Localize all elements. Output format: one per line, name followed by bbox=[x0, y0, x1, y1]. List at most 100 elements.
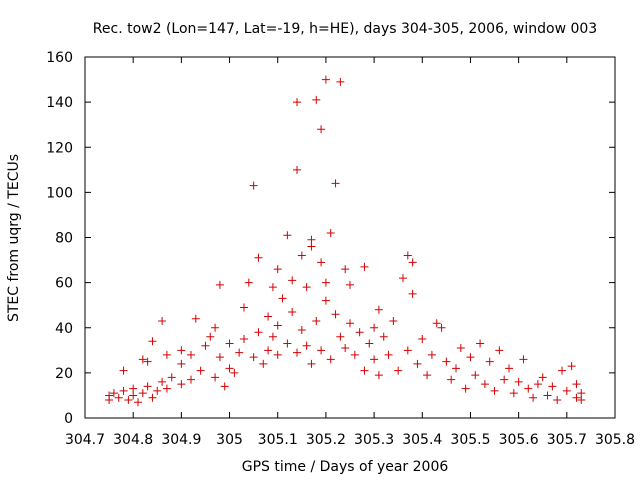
data-point bbox=[374, 371, 383, 380]
y-tick-label: 120 bbox=[46, 140, 73, 156]
data-point bbox=[240, 335, 248, 344]
data-point bbox=[273, 321, 282, 330]
data-point bbox=[370, 355, 379, 364]
data-point bbox=[538, 373, 547, 382]
data-point bbox=[288, 276, 297, 285]
data-point bbox=[360, 366, 369, 375]
data-point bbox=[341, 265, 350, 274]
data-point bbox=[302, 341, 311, 350]
data-point bbox=[403, 346, 412, 355]
data-point bbox=[129, 391, 138, 400]
data-point bbox=[500, 375, 509, 384]
data-point bbox=[162, 384, 171, 393]
data-point bbox=[562, 386, 571, 395]
x-tick-label: 304.8 bbox=[113, 432, 153, 448]
data-point bbox=[321, 75, 330, 84]
data-point bbox=[230, 368, 239, 377]
data-point bbox=[312, 316, 321, 325]
y-tick-label: 160 bbox=[46, 50, 73, 66]
data-point bbox=[471, 371, 480, 380]
y-tick-label: 40 bbox=[55, 321, 73, 337]
data-point bbox=[187, 375, 195, 384]
data-point bbox=[148, 337, 157, 346]
data-point bbox=[215, 280, 224, 289]
data-point bbox=[321, 296, 330, 305]
data-point bbox=[196, 366, 205, 375]
data-point bbox=[249, 181, 258, 190]
data-point bbox=[577, 395, 586, 404]
data-point bbox=[490, 386, 499, 395]
data-point bbox=[211, 373, 220, 382]
data-point bbox=[442, 357, 451, 366]
data-point bbox=[572, 393, 581, 402]
data-point bbox=[326, 355, 335, 364]
data-point bbox=[124, 395, 133, 404]
data-point bbox=[485, 357, 494, 366]
data-point bbox=[461, 384, 470, 393]
data-point bbox=[476, 339, 485, 348]
data-point bbox=[264, 312, 273, 321]
data-point bbox=[384, 350, 393, 359]
data-point bbox=[447, 375, 456, 384]
data-point bbox=[466, 353, 475, 362]
data-point bbox=[167, 373, 176, 382]
data-point bbox=[307, 242, 316, 251]
data-points bbox=[105, 75, 586, 407]
data-point bbox=[437, 323, 446, 332]
y-tick-label: 100 bbox=[46, 185, 73, 201]
data-point bbox=[307, 235, 316, 244]
data-point bbox=[297, 251, 306, 260]
data-point bbox=[273, 265, 282, 274]
data-point bbox=[374, 305, 383, 314]
data-point bbox=[326, 228, 335, 237]
data-point bbox=[423, 371, 432, 380]
data-point bbox=[413, 359, 422, 368]
data-point bbox=[114, 393, 123, 402]
data-point bbox=[143, 382, 152, 391]
data-point bbox=[505, 364, 513, 373]
data-point bbox=[432, 319, 441, 328]
data-point bbox=[533, 380, 542, 389]
data-point bbox=[321, 278, 330, 287]
data-point bbox=[312, 95, 321, 104]
data-point bbox=[177, 359, 186, 368]
data-point bbox=[399, 274, 407, 283]
data-point bbox=[408, 258, 417, 267]
data-point bbox=[225, 364, 234, 373]
data-point bbox=[456, 344, 465, 353]
data-point bbox=[389, 316, 398, 325]
x-tick-label: 305.1 bbox=[258, 432, 298, 448]
y-tick-label: 20 bbox=[55, 366, 73, 382]
data-point bbox=[177, 380, 186, 389]
data-point bbox=[201, 341, 210, 350]
data-point bbox=[109, 389, 118, 398]
data-point bbox=[273, 350, 282, 359]
data-point bbox=[191, 314, 200, 323]
data-point bbox=[105, 391, 114, 400]
data-point bbox=[302, 283, 311, 292]
y-tick-label: 80 bbox=[55, 231, 73, 247]
data-point bbox=[524, 384, 533, 393]
data-point bbox=[268, 283, 277, 292]
data-point bbox=[360, 262, 369, 271]
data-point bbox=[548, 382, 557, 391]
data-point bbox=[162, 350, 171, 359]
data-point bbox=[572, 380, 581, 389]
x-tick-label: 305.6 bbox=[499, 432, 539, 448]
data-point bbox=[355, 328, 364, 337]
data-point bbox=[138, 355, 147, 364]
data-point bbox=[336, 77, 345, 86]
data-point bbox=[577, 389, 586, 398]
data-point bbox=[138, 389, 147, 398]
data-point bbox=[558, 366, 566, 375]
y-axis-label: STEC from uqrg / TECUs bbox=[6, 154, 22, 322]
data-point bbox=[346, 319, 354, 328]
data-point bbox=[119, 386, 128, 395]
data-point bbox=[283, 231, 292, 240]
data-point bbox=[543, 391, 552, 400]
data-point bbox=[254, 328, 263, 337]
data-point bbox=[293, 165, 301, 174]
data-point bbox=[331, 310, 340, 319]
x-axis-label: GPS time / Days of year 2006 bbox=[242, 459, 449, 475]
data-point bbox=[187, 350, 195, 359]
